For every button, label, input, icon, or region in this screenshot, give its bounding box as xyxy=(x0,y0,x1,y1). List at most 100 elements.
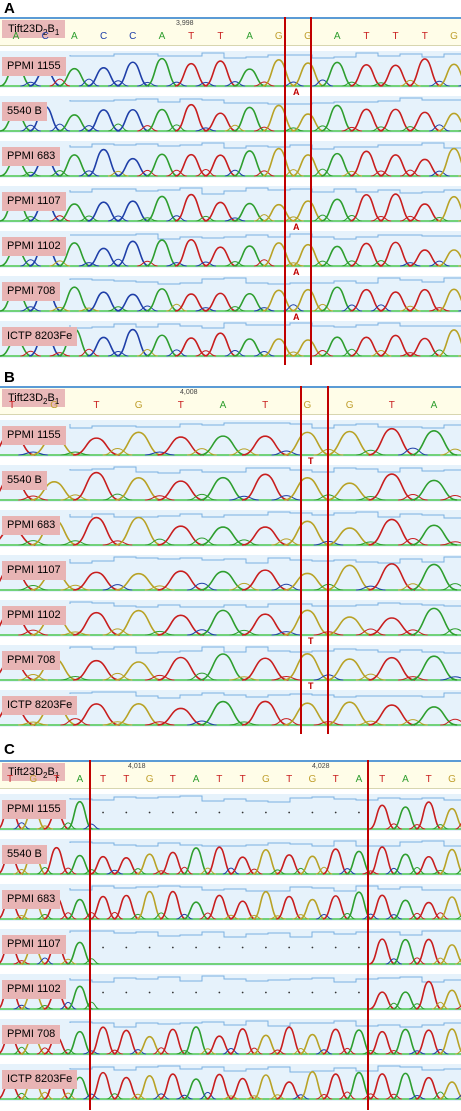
noise-peak xyxy=(187,582,217,591)
noise-peak xyxy=(20,124,41,132)
peak-G xyxy=(115,609,162,636)
peak-T xyxy=(174,293,208,312)
deletion-dot xyxy=(148,991,151,994)
reference-base: G xyxy=(29,774,38,785)
sample-label: PPMI 1155 xyxy=(2,57,66,76)
noise-peak xyxy=(398,719,428,726)
peak-T xyxy=(379,64,412,87)
noise-peak xyxy=(13,1046,30,1055)
peak-T xyxy=(369,846,396,875)
peak-T xyxy=(415,855,442,875)
noise-peak xyxy=(13,1092,30,1100)
sample-track xyxy=(0,96,461,133)
noise-peak xyxy=(102,584,133,591)
reference-base: G xyxy=(145,774,154,785)
reference-base: A xyxy=(246,31,253,42)
noise-peak xyxy=(440,718,461,726)
noise-peak xyxy=(49,215,71,222)
peak-A xyxy=(145,57,179,87)
noise-peak xyxy=(398,676,428,681)
noise-peak xyxy=(195,350,217,357)
peak-C xyxy=(116,328,150,357)
noise-peak xyxy=(312,79,333,87)
noise-peak xyxy=(49,170,71,177)
quality-line xyxy=(69,142,461,150)
track-background xyxy=(0,420,461,457)
peak-T xyxy=(322,1073,349,1100)
peak-T xyxy=(276,895,303,920)
noise-peak xyxy=(60,451,91,456)
reference-bar: Tift23D2B1 4,008 T G T G T A T G G T A xyxy=(0,386,461,415)
peak-G xyxy=(299,1033,326,1055)
snp-call: A xyxy=(293,267,300,277)
reference-base: A xyxy=(192,774,200,785)
track-background xyxy=(0,600,461,637)
noise-peak xyxy=(253,214,275,222)
noise-peak xyxy=(455,1049,461,1055)
reference-base: T xyxy=(216,774,223,785)
noise-peak xyxy=(36,957,54,965)
sample-track xyxy=(0,510,461,547)
noise-peak xyxy=(271,631,302,636)
noise-peak xyxy=(83,912,100,920)
peak-G xyxy=(299,1070,326,1100)
noise-peak xyxy=(341,348,363,357)
peak-G xyxy=(437,63,461,87)
deletion-dot xyxy=(334,991,337,994)
noise-peak xyxy=(229,629,259,636)
peak-T xyxy=(43,846,70,875)
chromatogram-b xyxy=(0,386,461,734)
sample-label: PPMI 1155 xyxy=(2,426,66,445)
peak-A xyxy=(392,806,419,830)
noise-peak xyxy=(13,1004,30,1010)
deletion-dot xyxy=(148,946,151,949)
peak-G xyxy=(438,848,461,875)
noise-peak xyxy=(385,867,403,875)
peak-T xyxy=(350,288,383,312)
noise-peak xyxy=(432,957,449,965)
peak-G xyxy=(136,1074,163,1100)
peak-A xyxy=(58,154,91,177)
reference-base: T xyxy=(8,400,16,411)
noise-peak xyxy=(102,493,133,501)
noise-peak xyxy=(137,260,158,267)
noise-peak xyxy=(341,260,363,267)
noise-peak xyxy=(36,1047,54,1055)
noise-peak xyxy=(36,1091,54,1100)
noise-peak xyxy=(176,866,193,875)
noise-peak xyxy=(36,866,54,875)
peak-G xyxy=(284,609,331,636)
quality-line xyxy=(69,840,461,847)
noise-peak xyxy=(370,126,392,132)
peak-C xyxy=(87,148,120,177)
noise-peak xyxy=(229,582,259,591)
peak-G xyxy=(437,288,461,312)
reference-base: A xyxy=(430,400,438,411)
noise-peak xyxy=(36,825,54,830)
noise-peak xyxy=(78,348,100,357)
sample-track xyxy=(0,794,461,831)
noise-peak xyxy=(370,260,392,267)
peak-T xyxy=(415,801,442,830)
peak-T xyxy=(369,938,396,965)
noise-peak xyxy=(224,217,246,222)
noise-peak xyxy=(176,913,193,920)
noise-peak xyxy=(271,583,302,591)
noise-peak xyxy=(341,214,363,222)
peak-G xyxy=(252,1074,279,1100)
sample-track xyxy=(0,231,461,268)
noise-peak xyxy=(106,911,123,920)
reference-base: T xyxy=(169,774,176,785)
deletion-dot xyxy=(218,991,221,994)
noise-peak xyxy=(315,913,333,920)
peak-A xyxy=(410,655,458,681)
noise-peak xyxy=(315,1093,333,1100)
deletion-dot xyxy=(171,991,174,994)
peak-T xyxy=(368,704,416,726)
noise-peak xyxy=(18,540,48,546)
noise-peak xyxy=(229,448,259,456)
sample-label: PPMI 1107 xyxy=(2,192,66,211)
noise-peak xyxy=(229,721,259,726)
noise-peak xyxy=(312,168,333,177)
noise-peak xyxy=(432,869,449,875)
